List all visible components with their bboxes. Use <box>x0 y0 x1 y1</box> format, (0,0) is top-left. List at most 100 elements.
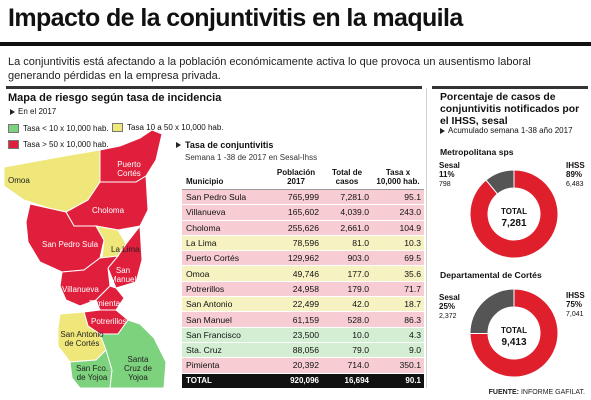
donut-2-center-label: TOTAL <box>501 326 527 335</box>
legend-mid-label: Tasa 10 a 50 x 10,000 hab. <box>127 123 224 132</box>
table-row: Sta. Cruz 88,056 79.0 9.0 <box>182 341 424 358</box>
table-cell-poblacion: 24,958 <box>270 280 322 297</box>
donut-1-ihss-percent: 89% <box>566 170 583 179</box>
table-cell-poblacion: 78,596 <box>270 234 322 251</box>
triangle-bullet-icon <box>10 108 15 115</box>
table-row: San Pedro Sula 765,999 7,281.0 95.1 <box>182 188 424 205</box>
donut-1-ihss-name: IHSS <box>566 161 585 170</box>
table-cell-municipio: Villanueva <box>182 204 270 221</box>
map-label-la-lima: La Lima <box>111 245 140 254</box>
donut-1-sesal-name: Sesal <box>439 161 460 170</box>
table-cell-tasa: 9.0 <box>372 341 424 358</box>
table-row: San Manuel 61,159 528.0 86.3 <box>182 311 424 328</box>
table-cell-casos: 177.0 <box>322 265 372 282</box>
table-cell-poblacion: 23,500 <box>270 326 322 343</box>
table-cell-poblacion: 88,056 <box>270 341 322 358</box>
map-label-santa-cruz: Santa Cruz de Yojoa <box>123 355 152 382</box>
donut-1-center: TOTAL 7,281 <box>486 206 542 230</box>
donut-2-sesal-annotation: Sesal 25% 2,372 <box>439 293 460 321</box>
legend-swatch-yellow <box>112 123 123 132</box>
table-row: Villanueva 165,602 4,039.0 243.0 <box>182 204 424 221</box>
table-cell-tasa: 69.5 <box>372 250 424 266</box>
map-year: En el 2017 <box>10 107 56 116</box>
legend-swatch-green <box>8 124 19 133</box>
donut-slice-sesal <box>469 288 515 335</box>
table-cell-tasa: 71.7 <box>372 280 424 297</box>
table-cell-municipio: Sta. Cruz <box>182 341 270 358</box>
donut-hole <box>489 308 539 358</box>
donut-2-ihss-name: IHSS <box>566 291 585 300</box>
donut-1-center-label: TOTAL <box>501 207 527 216</box>
sidebar-subtitle-label: Acumulado semana 1-38 año 2017 <box>448 126 573 135</box>
donut-2-ihss-annotation: IHSS 75% 7,041 <box>566 291 585 319</box>
legend-high-label: Tasa > 50 x 10,000 hab. <box>23 140 109 149</box>
table-cell-poblacion: 20,392 <box>270 357 322 374</box>
table-cell-municipio: Choloma <box>182 219 270 236</box>
table-cell-poblacion: 129,962 <box>270 250 322 266</box>
map-region-santa-cruz <box>99 319 167 389</box>
legend-mid: Tasa 10 a 50 x 10,000 hab. <box>112 123 224 132</box>
title-underline <box>0 42 591 46</box>
table-row: San Antonio 22,499 42.0 18.7 <box>182 296 424 312</box>
table-cell-tasa: 35.6 <box>372 265 424 282</box>
table-cell-municipio: La Lima <box>182 234 270 251</box>
table-cell-casos: 528.0 <box>322 311 372 328</box>
donut-2-ihss-value: 7,041 <box>566 311 584 318</box>
table-cell-casos: 7,281.0 <box>322 188 372 205</box>
table-cell-poblacion: 165,602 <box>270 204 322 221</box>
triangle-bullet-icon <box>176 142 181 148</box>
source-text: INFORME GAFILAT. <box>520 389 585 396</box>
table-cell-municipio: Potrerillos <box>182 280 270 297</box>
donut-2-ihss-percent: 75% <box>566 300 583 309</box>
table-cell-municipio: San Pedro Sula <box>182 188 270 205</box>
donut-slice-sesal <box>485 169 515 195</box>
table-cell-poblacion: 22,499 <box>270 296 322 312</box>
table-cell-casos: 81.0 <box>322 234 372 251</box>
table-row: Omoa 49,746 177.0 35.6 <box>182 265 424 282</box>
donut-chart-metropolitana <box>469 169 559 259</box>
legend-low: Tasa < 10 x 10,000 hab. <box>8 124 109 133</box>
table-cell-municipio: San Francisco <box>182 326 270 343</box>
donut-hole <box>489 189 539 239</box>
risk-map <box>3 129 167 389</box>
table-row: Pimienta 20,392 714.0 350.1 <box>182 357 424 374</box>
donut-chart-departamental <box>469 288 559 378</box>
table-cell-casos: 714.0 <box>322 357 372 374</box>
table-cell-poblacion: 765,999 <box>270 188 322 205</box>
table-cell-tasa: 4.3 <box>372 326 424 343</box>
page-title: Impacto de la conjuntivitis en la maquil… <box>8 4 463 32</box>
table-total-municipio: TOTAL <box>182 372 270 389</box>
table-row: La Lima 78,596 81.0 10.3 <box>182 234 424 251</box>
table-total-tasa: 90.1 <box>372 372 424 389</box>
map-label-san-pedro-sula: San Pedro Sula <box>42 240 99 249</box>
donut-2-sesal-name: Sesal <box>439 293 460 302</box>
table-cell-municipio: Puerto Cortés <box>182 250 270 266</box>
table-row: Choloma 255,626 2,661.0 104.9 <box>182 219 424 236</box>
table-cell-tasa: 86.3 <box>372 311 424 328</box>
table-subtitle: Semana 1 -38 de 2017 en Sesal-Ihss <box>185 153 318 162</box>
conjunctivitis-rate-table: Municipio Población 2017 Total de casos … <box>182 166 424 389</box>
table-cell-municipio: Omoa <box>182 265 270 282</box>
donut-1-sesal-percent: 11% <box>439 170 455 179</box>
column-header: Total de casos <box>322 166 372 190</box>
donut-1-sesal-value: 798 <box>439 181 451 188</box>
section-rule-right <box>432 86 588 89</box>
donut-1-title: Metropolitana sps <box>440 147 514 157</box>
table-header-row: Municipio Población 2017 Total de casos … <box>182 166 424 190</box>
intro-text: La conjuntivitis está afectando a la pob… <box>8 56 531 82</box>
map-label-potrerillos: Potrerillos <box>91 317 127 326</box>
map-label-san-manuel: San Manuel <box>110 266 137 284</box>
map-label-pimienta: Pimienta <box>89 299 121 308</box>
table-total-casos: 16,694 <box>322 372 372 389</box>
sidebar-subtitle: Acumulado semana 1-38 año 2017 <box>440 126 573 135</box>
donut-2-sesal-percent: 25% <box>439 302 456 311</box>
donut-1-ihss-value: 6,483 <box>566 181 584 188</box>
table-cell-tasa: 243.0 <box>372 204 424 221</box>
map-year-label: En el 2017 <box>18 107 57 116</box>
table-total-row: TOTAL 920,096 16,694 90.1 <box>182 372 424 389</box>
table-cell-poblacion: 49,746 <box>270 265 322 282</box>
table-cell-casos: 179.0 <box>322 280 372 297</box>
table-cell-casos: 79.0 <box>322 341 372 358</box>
table-cell-poblacion: 255,626 <box>270 219 322 236</box>
table-cell-casos: 42.0 <box>322 296 372 312</box>
